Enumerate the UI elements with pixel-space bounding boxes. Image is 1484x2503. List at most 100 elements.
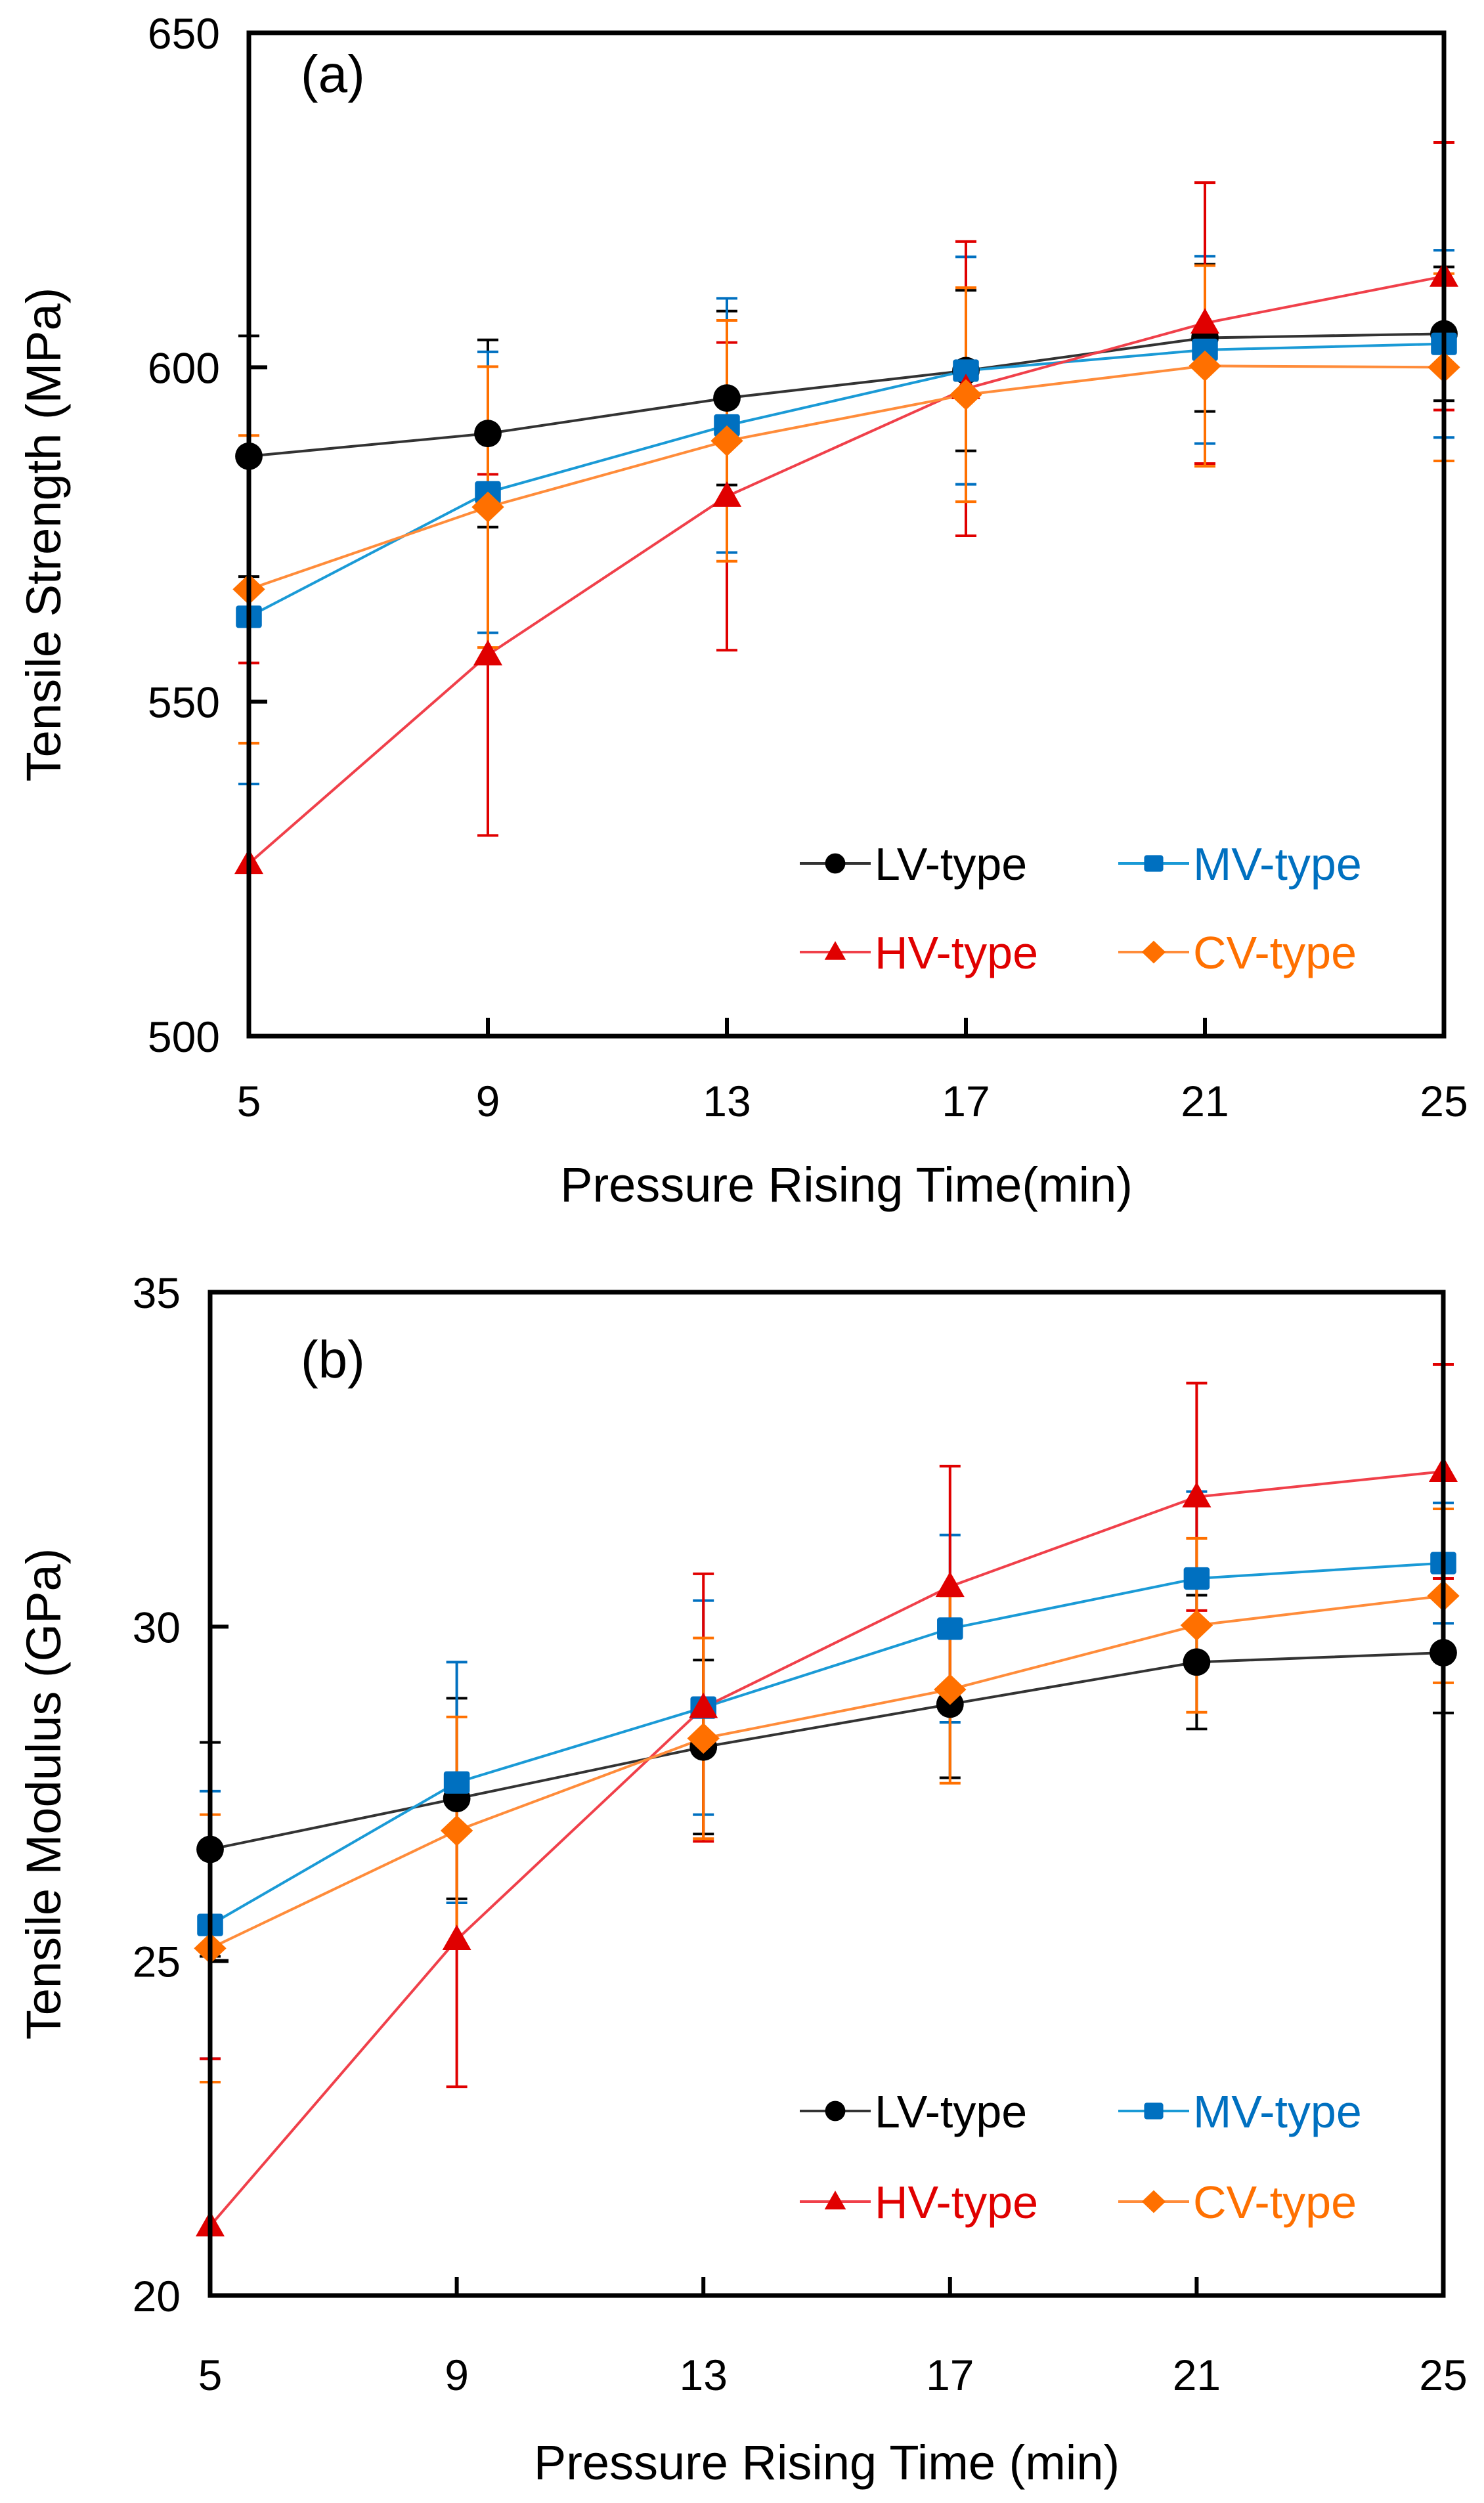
legend-marker-icon [1141, 940, 1166, 964]
data-point [1182, 1481, 1211, 1508]
x-tick-label: 21 [1181, 1077, 1229, 1125]
plot-area [232, 141, 1460, 1036]
panel-label: (a) [301, 45, 365, 103]
data-point [949, 379, 982, 410]
data-point [937, 1617, 963, 1640]
x-tick-label: 9 [476, 1077, 500, 1125]
y-tick-label: 550 [148, 678, 220, 727]
data-point [1190, 308, 1220, 334]
markers-mv-type [236, 332, 1457, 628]
markers-lv-type [196, 1639, 1457, 1863]
y-axis-label: Tensile Modulus (GPa) [16, 1548, 71, 2040]
legend: LV-type MV-type HV-type CV-type [800, 838, 1362, 978]
legend-item: MV-type [1118, 2086, 1362, 2137]
data-point [710, 425, 743, 456]
series-line [209, 1594, 1444, 1950]
legend-marker-icon [824, 2190, 846, 2209]
y-tick-label: 20 [133, 2272, 181, 2320]
data-point [442, 1925, 471, 1951]
series-mv-type [200, 1490, 1454, 2060]
legend-label: HV-type [875, 2177, 1038, 2228]
data-point [712, 481, 742, 507]
plot-area [194, 1363, 1460, 2296]
legend: LV-type MV-type HV-type CV-type [800, 2086, 1362, 2228]
legend-item: LV-type [800, 838, 1027, 890]
panel-b: (b) Pressure Rising Time (min) Tensile M… [16, 1269, 1468, 2490]
y-tick-label: 30 [133, 1603, 181, 1651]
x-tick-label: 25 [1420, 1077, 1468, 1125]
x-tick-label: 25 [1419, 2351, 1467, 2399]
legend-label: CV-type [1193, 927, 1357, 978]
data-point [440, 1815, 473, 1846]
y-tick-label: 25 [133, 1938, 181, 1986]
legend-marker-icon [824, 941, 846, 960]
legend-label: LV-type [875, 2086, 1027, 2137]
legend-item: MV-type [1118, 838, 1362, 890]
markers-hv-type [234, 261, 1459, 875]
series-cv-type [200, 1508, 1454, 2084]
x-tick-label: 17 [926, 2351, 974, 2399]
legend-label: LV-type [875, 838, 1027, 890]
series-line [209, 1561, 1444, 1926]
series-line [248, 274, 1445, 865]
data-point [1183, 1648, 1211, 1676]
data-point [1189, 350, 1221, 381]
plot-frame [207, 1290, 1446, 2298]
y-tick-label: 500 [148, 1012, 220, 1061]
legend-marker-icon [1141, 2190, 1166, 2213]
x-axis-label: Pressure Rising Time(min) [560, 1158, 1133, 1212]
x-tick-label: 5 [237, 1077, 261, 1125]
legend-label: MV-type [1193, 838, 1362, 890]
data-point [935, 1571, 965, 1598]
legend-marker-icon [825, 853, 846, 874]
panel-label: (b) [301, 1330, 365, 1389]
series-hv-type [200, 1363, 1454, 2296]
series-hv-type [238, 141, 1454, 1036]
x-tick-label: 9 [445, 2351, 469, 2399]
x-tick-label: 13 [679, 2351, 727, 2399]
data-point [473, 640, 503, 666]
y-tick-label: 650 [148, 9, 220, 58]
legend-marker-icon [825, 2100, 846, 2122]
y-tick-label: 35 [133, 1269, 181, 1317]
data-point [443, 1771, 470, 1794]
data-point [474, 420, 502, 448]
y-tick-label: 600 [148, 343, 220, 392]
data-point [687, 1722, 720, 1754]
legend-item: CV-type [1118, 927, 1357, 978]
data-point [689, 1692, 718, 1718]
data-point [953, 359, 979, 382]
series-line [209, 1470, 1444, 2227]
data-point [471, 491, 504, 523]
data-point [713, 384, 741, 412]
data-point [1183, 1567, 1210, 1590]
data-point [1192, 338, 1218, 361]
x-tick-label: 5 [198, 2351, 223, 2399]
x-axis-label: Pressure Rising Time (min) [534, 2435, 1120, 2490]
data-point [934, 1674, 967, 1705]
series-line [248, 364, 1445, 591]
panel-a: (a) Pressure Rising Time(min) Tensile St… [16, 9, 1468, 1212]
legend-marker-icon [1144, 2102, 1164, 2120]
legend-marker-icon [1144, 855, 1164, 872]
legend-label: MV-type [1193, 2086, 1362, 2137]
markers-mv-type [197, 1552, 1456, 1936]
legend-label: CV-type [1193, 2177, 1357, 2228]
legend-item: CV-type [1118, 2177, 1357, 2228]
series-line [248, 342, 1445, 619]
legend-item: LV-type [800, 2086, 1027, 2137]
plot-frame [246, 30, 1447, 1039]
legend-item: HV-type [800, 927, 1038, 978]
legend-item: HV-type [800, 2177, 1038, 2228]
y-axis-label: Tensile Strength (MPa) [16, 288, 71, 782]
data-point [1180, 1609, 1213, 1641]
x-tick-label: 13 [703, 1077, 751, 1125]
markers-cv-type [232, 350, 1460, 605]
series-mv-type [238, 249, 1454, 785]
series-line [209, 1651, 1444, 1851]
markers-lv-type [235, 320, 1458, 470]
series-line [248, 332, 1445, 458]
legend-label: HV-type [875, 927, 1038, 978]
markers-cv-type [194, 1580, 1460, 1964]
